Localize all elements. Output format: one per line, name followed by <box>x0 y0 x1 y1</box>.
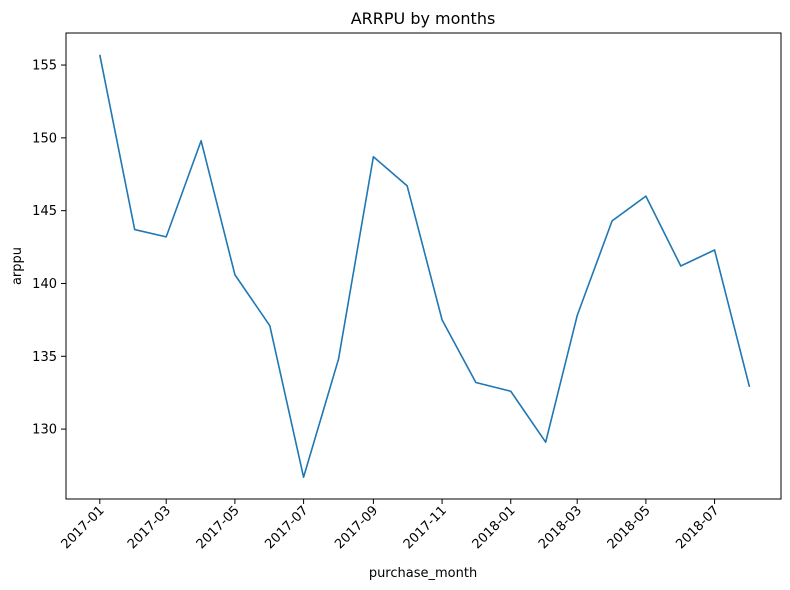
plot-frame <box>65 32 782 500</box>
x-axis: 2017-01 2017-03 2017-05 2017-07 2017-09 2017-… <box>59 499 722 552</box>
y-tick-label: 135 <box>32 350 57 365</box>
chart-title: ARRPU by months <box>351 9 496 28</box>
x-tick-label: 2017-03 <box>125 503 174 552</box>
x-tick-label: 2018-03 <box>536 503 585 552</box>
y-tick-label: 155 <box>32 59 57 74</box>
x-axis-label: purchase_month <box>369 566 477 581</box>
x-tick-label: 2017-05 <box>194 503 243 552</box>
y-tick-label: 130 <box>32 423 57 438</box>
series-line-arppu <box>98 54 751 478</box>
y-axis-label: arppu <box>10 247 25 285</box>
x-tick-label: 2017-01 <box>59 503 108 552</box>
y-tick-label: 145 <box>32 204 57 219</box>
x-tick-label: 2017-11 <box>401 503 450 552</box>
y-tick-label: 150 <box>32 131 57 146</box>
x-tick-label: 2018-07 <box>673 503 722 552</box>
y-tick-label: 140 <box>32 277 57 292</box>
y-axis: 130 135 140 145 150 155 <box>32 59 66 438</box>
x-tick-label: 2017-09 <box>332 503 381 552</box>
x-tick-label: 2018-05 <box>605 503 654 552</box>
x-tick-label: 2017-07 <box>262 503 311 552</box>
x-tick-label: 2018-01 <box>470 503 519 552</box>
